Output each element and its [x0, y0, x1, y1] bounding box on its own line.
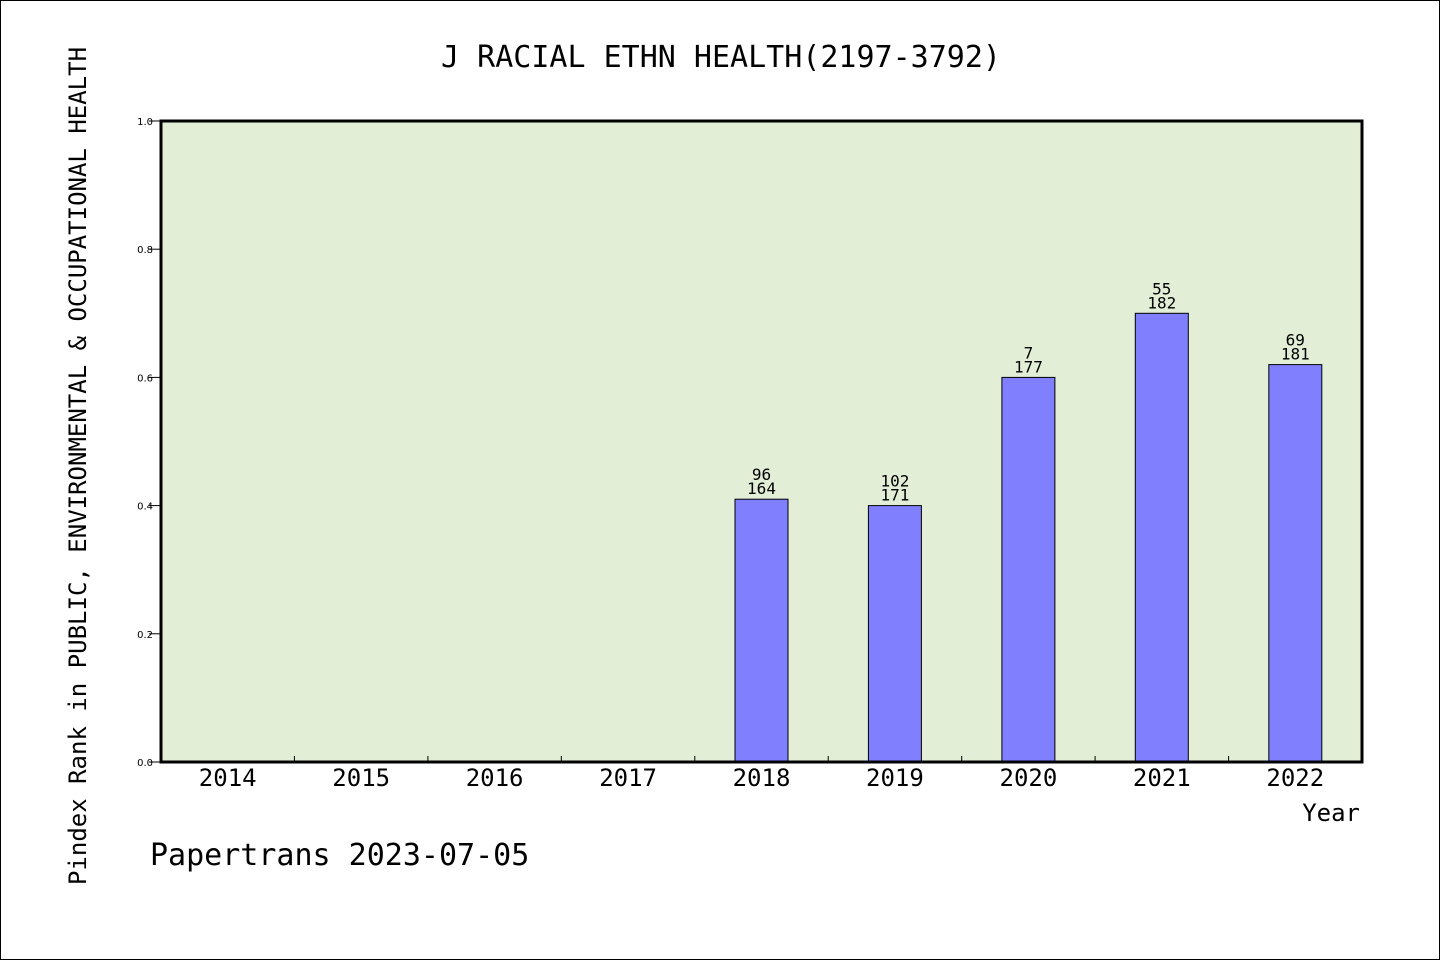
bar-label-top-2019: 102: [880, 472, 909, 491]
y-tick-label: 1.0: [137, 117, 153, 128]
x-tick-label-2022: 2022: [1266, 764, 1324, 792]
bar-2021: [1134, 312, 1189, 763]
bar-label-bottom-2020: 177: [1014, 357, 1043, 376]
bar-label-top-2022: 69: [1286, 331, 1305, 350]
x-tick-label-2018: 2018: [733, 764, 791, 792]
bar-2018: [734, 498, 789, 763]
x-axis-label: Year: [1302, 799, 1360, 827]
x-tick-label-2020: 2020: [1000, 764, 1058, 792]
plot-border: [159, 119, 1364, 764]
bar-label-top-2020: 7: [1024, 343, 1034, 362]
ticks-layer: 2014 2015 2016 2017 2018 2019 2020 2021 2022 0.0 0…: [137, 117, 1324, 792]
bar-2022: [1268, 364, 1323, 763]
x-tick-label-2016: 2016: [466, 764, 524, 792]
y-axis-label: Pindex Rank in PUBLIC, ENVIRONMENTAL & O…: [64, 47, 92, 885]
bar-label-bottom-2019: 171: [880, 486, 909, 505]
bar-2019: [867, 505, 922, 763]
y-tick-label: 0.6: [137, 373, 153, 384]
bar-label-bottom-2018: 164: [747, 479, 776, 498]
x-tick-label-2021: 2021: [1133, 764, 1191, 792]
bar-label-bottom-2022: 181: [1281, 345, 1310, 364]
x-tick-label-2015: 2015: [332, 764, 390, 792]
x-tick-label-2014: 2014: [199, 764, 257, 792]
y-tick-label: 0.8: [137, 245, 153, 256]
y-tick-label: 0.2: [137, 630, 153, 641]
bar-2020: [1001, 376, 1056, 763]
footer-text: Papertrans 2023-07-05: [150, 838, 529, 873]
bar-label-bottom-2021: 182: [1147, 293, 1176, 312]
y-tick-label: 0.0: [137, 758, 153, 769]
bar-label-top-2021: 55: [1152, 279, 1171, 298]
x-tick-label-2019: 2019: [866, 764, 924, 792]
y-tick-label: 0.4: [137, 502, 153, 513]
chart-title: J RACIAL ETHN HEALTH(2197-3792): [441, 40, 1001, 75]
x-tick-label-2017: 2017: [599, 764, 657, 792]
bar-label-top-2018: 96: [752, 465, 771, 484]
